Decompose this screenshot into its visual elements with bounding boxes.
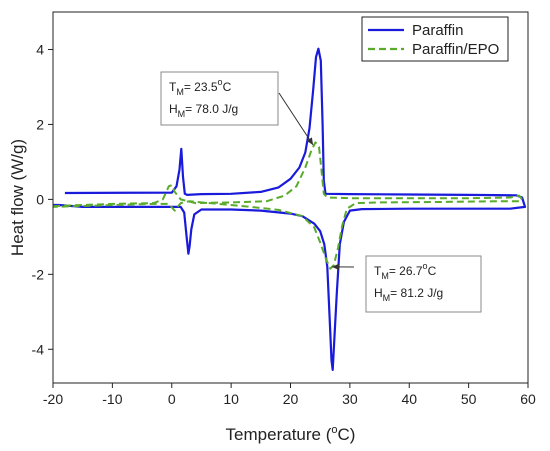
annotation-text: TM= 26.7oC: [374, 261, 437, 281]
series-line-paraffin: [53, 47, 527, 371]
annotation-arrowhead: [332, 263, 340, 271]
y-tick-label: 0: [36, 191, 44, 207]
y-tick-label: -4: [32, 341, 45, 357]
annotation-frame: [160, 71, 279, 126]
y-tick-label: -2: [32, 266, 45, 282]
annotation-arrow: [278, 92, 314, 146]
x-tick-label: 40: [401, 391, 417, 407]
series-layer: [52, 47, 527, 371]
annotation-text: HM= 78.0 J/g: [169, 102, 238, 119]
legend-box: [361, 16, 509, 62]
legend-label: Paraffin: [412, 22, 463, 39]
annotation-box: TM= 23.5oC HM= 78.0 J/g: [160, 71, 314, 146]
x-axis-title: Temperature (oC): [226, 424, 356, 444]
x-tick-label: 30: [342, 391, 358, 407]
x-tick-label: -10: [102, 391, 122, 407]
x-tick-label: 50: [461, 391, 477, 407]
annotation-text: TM= 23.5oC: [169, 77, 232, 97]
y-tick-label: 4: [36, 41, 44, 57]
x-tick-label: -20: [43, 391, 63, 407]
x-tick-label: 0: [168, 391, 176, 407]
y-axis-title: Heat flow (W/g): [8, 139, 27, 256]
annotation-box: TM= 26.7oC HM= 81.2 J/g: [332, 255, 482, 313]
y-tick-label: 2: [36, 116, 44, 132]
series-line-paraffin-epo: [52, 141, 524, 270]
legend: Paraffin Paraffin/EPO: [361, 16, 509, 62]
annotation-text: HM= 81.2 J/g: [374, 286, 443, 303]
x-tick-label: 10: [223, 391, 239, 407]
legend-label: Paraffin/EPO: [412, 41, 499, 58]
annotation-frame: [365, 255, 482, 313]
x-tick-label: 60: [520, 391, 536, 407]
annotation-layer: TM= 23.5oC HM= 78.0 J/g TM= 26.7oC HM= 81.2…: [160, 71, 482, 313]
x-tick-label: 20: [283, 391, 299, 407]
annotation-arrowhead: [306, 137, 314, 146]
